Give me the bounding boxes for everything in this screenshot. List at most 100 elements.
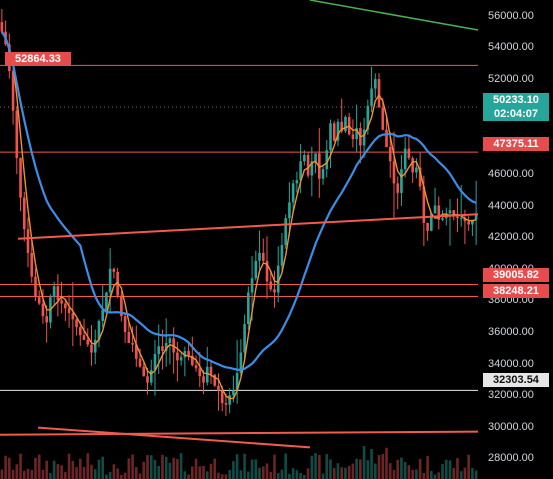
volume-bar <box>332 467 336 479</box>
price-tick: 28000.00 <box>488 452 534 465</box>
volume-bar <box>161 454 164 479</box>
candle-body <box>116 271 119 296</box>
candle-body <box>224 403 228 405</box>
candle-body <box>396 183 400 193</box>
volume-bar <box>411 469 414 479</box>
volume-bar <box>45 460 48 479</box>
candle-body <box>64 303 67 309</box>
candle-body <box>0 22 4 32</box>
volume-bar <box>138 473 142 479</box>
volume-bar <box>336 463 340 479</box>
volume-bar <box>474 470 478 479</box>
candle-body <box>161 346 164 351</box>
candle-body <box>392 161 396 184</box>
candle-body <box>101 309 105 321</box>
candle-body <box>19 158 22 198</box>
candle-body <box>86 339 90 345</box>
volume-bar <box>400 457 403 479</box>
candle-body <box>430 213 433 231</box>
volume-bar <box>366 460 370 479</box>
price-tick: 36000.00 <box>488 325 534 338</box>
candle-body <box>280 245 284 266</box>
volume-bar <box>112 464 116 479</box>
candle-body <box>194 365 198 369</box>
volume-bar <box>22 470 26 479</box>
candle-body <box>172 338 175 353</box>
candle-body <box>97 320 101 340</box>
volume-bar <box>64 472 67 479</box>
volume-bar <box>426 455 429 479</box>
volume-bar <box>224 474 228 479</box>
candle-body <box>52 286 56 298</box>
level-label-39005: 39005.82 <box>483 268 549 282</box>
candle-body <box>105 292 108 310</box>
volume-bar <box>340 467 344 479</box>
candle-body <box>138 358 142 367</box>
volume-bar <box>60 465 63 479</box>
candle-body <box>366 105 370 130</box>
volume-bar <box>258 467 261 479</box>
price-axis[interactable]: 56000.0054000.0052000.0050000.0048000.00… <box>478 0 553 479</box>
candle-body <box>370 88 373 106</box>
candle-body <box>269 281 273 290</box>
ma-slow-line <box>0 31 477 372</box>
candle-body <box>362 129 366 146</box>
candle-body <box>157 346 161 355</box>
candle-body <box>123 316 127 332</box>
candle-body <box>407 148 411 159</box>
volume-bar <box>355 458 358 479</box>
candle-body <box>411 158 414 173</box>
volume-bar <box>359 459 362 479</box>
candle-body <box>403 148 407 170</box>
candle-body <box>385 129 388 148</box>
candle-body <box>146 376 149 383</box>
volume-bar <box>310 455 314 479</box>
volume-bar <box>433 474 437 479</box>
candle-body <box>418 167 422 187</box>
volume-bar <box>202 465 205 479</box>
candle-body <box>205 366 209 383</box>
volume-bar <box>306 468 310 479</box>
volume-bar <box>276 473 280 479</box>
candle-body <box>11 71 15 111</box>
resistance-label: 52864.33 <box>5 52 71 66</box>
volume-bar <box>351 463 355 479</box>
candle-body <box>217 385 220 391</box>
candle-body <box>351 134 355 140</box>
volume-bar <box>78 458 82 479</box>
candle-body <box>265 260 269 282</box>
candle-body <box>127 331 131 344</box>
candle-body <box>467 221 470 225</box>
candle-body <box>37 297 41 304</box>
volume-bar <box>291 468 295 479</box>
level-label-38248: 38248.21 <box>483 284 549 298</box>
volume-bar <box>239 470 243 479</box>
price-tick: 34000.00 <box>488 357 534 370</box>
volume-bar <box>444 459 448 479</box>
volume-bar <box>280 469 284 479</box>
trendline-green <box>309 0 479 31</box>
volume-bar <box>232 461 235 479</box>
volume-bar <box>105 474 108 479</box>
candle-body <box>131 343 134 345</box>
volume-bar <box>0 469 4 479</box>
volume-bar <box>191 466 194 479</box>
candle-body <box>179 357 183 361</box>
candle-body <box>26 229 30 253</box>
candle-body <box>15 110 19 159</box>
volume-bar <box>467 454 470 479</box>
candle-body <box>168 338 172 344</box>
volume-bar <box>370 448 373 479</box>
volume-bar <box>93 469 97 479</box>
candle-body <box>261 252 265 261</box>
candle-body <box>153 354 157 370</box>
volume-bar <box>101 456 105 479</box>
candles <box>0 8 478 416</box>
volume-bar <box>415 469 418 479</box>
candle-body <box>187 350 190 356</box>
candle-body <box>321 169 325 179</box>
volume-bar <box>86 453 90 479</box>
volume-bar <box>459 471 463 479</box>
volume-bar <box>179 453 183 479</box>
